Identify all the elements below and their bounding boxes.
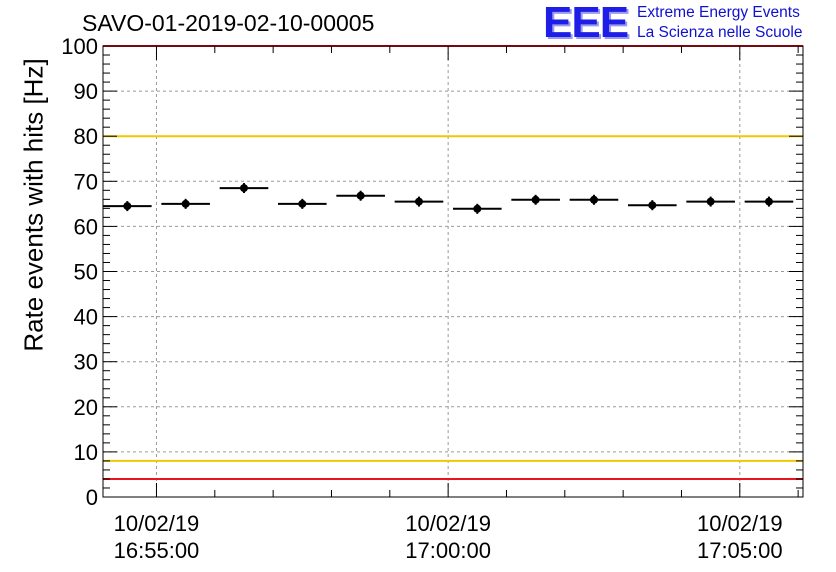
y-axis: 0 10 20 30 40 50 60 70 80 90 100 [61,34,803,510]
eee-logo-icon: EEE [543,0,629,47]
data-point [589,195,598,204]
y-tick-label: 90 [74,79,98,104]
y-tick-label: 80 [74,124,98,149]
y-tick-label: 10 [74,440,98,465]
x-tick-time: 17:05:00 [696,538,783,563]
logo-line-2: La Scienza nelle Scuole [637,24,803,41]
reference-lines [103,45,803,480]
y-tick-label: 100 [61,34,98,59]
chart-title: SAVO-01-2019-02-10-00005 [82,10,375,36]
data-point [531,195,540,204]
data-point [298,199,307,208]
x-tick-date: 10/02/19 [405,511,491,536]
x-tick-time: 16:55:00 [113,538,200,563]
y-tick-label: 20 [74,395,98,420]
y-tick-label: 0 [86,485,98,510]
x-tick-date: 10/02/19 [696,511,783,536]
data-point [356,191,365,200]
y-tick-label: 40 [74,305,98,330]
x-axis [155,46,799,497]
data-point [181,199,190,208]
x-tick-time: 17:00:00 [405,538,491,563]
data-point [123,202,132,211]
grid-lines [103,46,803,497]
data-point [414,197,423,206]
logo-caption: Extreme Energy Events La Scienza nelle S… [637,3,802,43]
data-point [706,197,715,206]
x-tick-label: 10/02/19 17:00:00 [405,510,491,564]
y-axis-label: Rate events with hits [Hz] [18,58,49,352]
data-point [473,204,482,213]
data-point [764,197,773,206]
data-point [648,201,657,210]
y-tick-label: 60 [74,214,98,239]
x-tick-date: 10/02/19 [113,511,200,536]
y-tick-label: 50 [74,260,98,285]
y-tick-label: 70 [74,169,98,194]
logo-line-1: Extreme Energy Events [637,4,800,21]
x-tick-label: 10/02/19 16:55:00 [114,510,200,564]
y-tick-label: 30 [74,350,98,375]
data-point [239,184,248,193]
x-tick-label: 10/02/19 17:05:00 [697,510,783,564]
data-points [103,183,794,214]
